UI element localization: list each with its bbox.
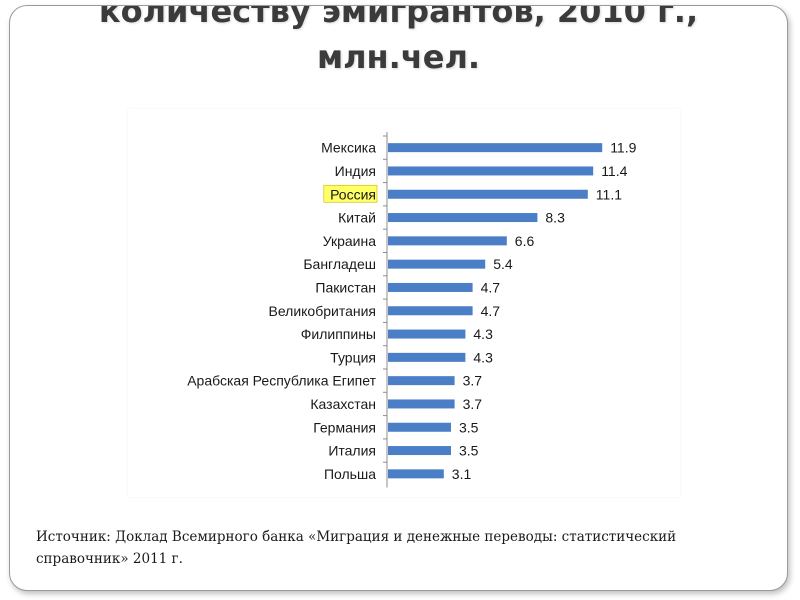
category-label: Польша: [324, 466, 376, 482]
bar: [388, 166, 594, 176]
title-line-1: количеству эмигрантов, 2010 г.,: [98, 5, 699, 30]
category-label: Арабская Республика Египет: [187, 373, 376, 389]
bar: [388, 259, 486, 269]
category-label: Филиппины: [301, 326, 376, 342]
category-label: Италия: [328, 443, 376, 459]
category-label: Россия: [330, 186, 376, 202]
title-line-2: млн.чел.: [316, 38, 481, 76]
category-label: Казахстан: [310, 396, 376, 412]
bar: [388, 352, 466, 362]
bar: [388, 446, 451, 456]
value-label: 3.1: [452, 466, 472, 482]
value-label: 3.7: [463, 396, 483, 412]
category-label: Великобритания: [268, 303, 376, 319]
bar: [388, 399, 455, 409]
bar: [388, 213, 538, 223]
value-label: 11.9: [610, 140, 636, 156]
value-label: 4.3: [473, 326, 493, 342]
category-label: Турция: [330, 349, 376, 365]
emigrants-bar-chart: Мексика 11.9 Индия 11.4 Россия 11.1 Китай 8.3 Ук…: [187, 132, 637, 488]
bar: [388, 469, 444, 479]
value-label: 8.3: [545, 210, 565, 226]
value-label: 3.5: [459, 419, 479, 435]
slide-title: количеству эмигрантов, 2010 г., млн.чел.: [10, 5, 787, 80]
value-label: 11.4: [601, 163, 627, 179]
bar: [388, 376, 455, 386]
bar: [388, 329, 466, 339]
category-highlight: [323, 184, 378, 203]
value-label: 5.4: [493, 256, 513, 272]
value-label: 3.5: [459, 443, 479, 459]
bar: [388, 282, 473, 292]
value-label: 4.7: [481, 303, 501, 319]
category-label: Китай: [338, 210, 376, 226]
bar: [388, 143, 603, 153]
value-label: 6.6: [515, 233, 535, 249]
source-note: Источник: Доклад Всемирного банка «Мигра…: [36, 529, 677, 567]
category-label: Индия: [335, 163, 376, 179]
chart-panel: Мексика 11.9 Индия 11.4 Россия 11.1 Китай 8.3 Ук…: [128, 109, 680, 497]
category-label: Пакистан: [315, 279, 376, 295]
bar: [388, 236, 507, 246]
bar: [388, 189, 588, 199]
bar: [388, 306, 473, 316]
bar: [388, 422, 451, 432]
category-label: Германия: [313, 419, 376, 435]
value-label: 3.7: [463, 373, 483, 389]
value-label: 11.1: [596, 186, 622, 202]
value-label: 4.3: [473, 349, 493, 365]
slide: количеству эмигрантов, 2010 г., млн.чел.…: [9, 5, 788, 591]
category-label: Украина: [323, 233, 377, 249]
value-label: 4.7: [481, 279, 501, 295]
category-label: Бангладеш: [303, 256, 376, 272]
category-label: Мексика: [321, 140, 376, 156]
